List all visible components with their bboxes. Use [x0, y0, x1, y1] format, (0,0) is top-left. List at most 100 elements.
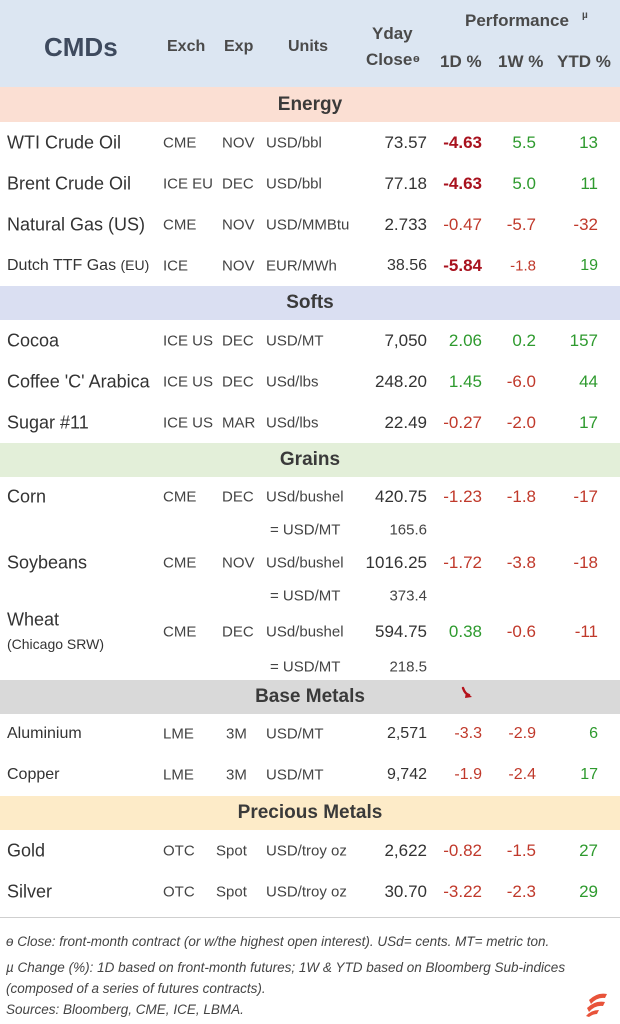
commodity-name: Gold	[7, 840, 46, 861]
table-row: Aluminium LME 3M USD/MT 2,571 -3.3 -2.9 …	[0, 714, 620, 754]
exchange: ICE US	[163, 373, 214, 391]
table-row: Gold OTC Spot USD/troy oz 2,622 -0.82 -1…	[0, 831, 620, 871]
exchange: CME	[163, 134, 197, 152]
change-1w: -0.6	[506, 622, 536, 641]
change-1w: -6.0	[506, 372, 536, 391]
table-row: WTI Crude Oil CME NOV USD/bbl 73.57 -4.6…	[0, 123, 620, 163]
change-1w: -2.0	[506, 413, 536, 432]
change-ytd: 17	[580, 766, 598, 783]
close-footnote-mark: ɵ	[413, 53, 420, 65]
change-ytd: 29	[579, 882, 598, 901]
conversion-label: = USD/MT	[270, 658, 341, 676]
change-1d: -5.84	[443, 256, 482, 275]
commodity-name: Dutch TTF Gas (EU)	[7, 257, 149, 275]
footnote-close: ɵ Close: front-month contract (or w/the …	[6, 934, 550, 949]
commodity-name: Aluminium	[7, 725, 82, 742]
change-1d: -3.3	[454, 725, 482, 742]
table-row: Dutch TTF Gas (EU) ICE NOV EUR/MWh 38.56…	[0, 246, 620, 286]
change-1w: -3.8	[506, 553, 536, 572]
change-ytd: 19	[580, 257, 598, 274]
change-ytd: 27	[579, 841, 598, 860]
expiry: DEC	[222, 332, 254, 350]
units: USD/troy oz	[266, 842, 347, 860]
commodity-name: Brent Crude Oil	[7, 173, 132, 194]
exchange: CME	[163, 488, 197, 506]
units: EUR/MWh	[266, 257, 337, 275]
yday-close: 594.75	[375, 622, 427, 641]
conversion-label: = USD/MT	[270, 587, 341, 605]
change-1w: -5.7	[506, 215, 536, 234]
col-header-yday: Yday	[372, 24, 413, 43]
change-1d: -0.27	[443, 413, 482, 432]
change-ytd: 44	[579, 372, 598, 391]
expiry: NOV	[222, 216, 255, 234]
col-header-exp: Exp	[224, 38, 254, 55]
col-header-close: Close	[366, 50, 413, 69]
expiry: DEC	[222, 373, 254, 391]
conversion-row: = USD/MT 218.5	[0, 653, 620, 681]
yday-close: 77.18	[384, 174, 427, 193]
col-header-exch: Exch	[167, 38, 206, 55]
expiry: MAR	[222, 414, 256, 432]
commodity-name: Copper	[7, 766, 60, 783]
yday-close: 7,050	[384, 331, 427, 350]
table-row: Wheat (Chicago SRW) CME DEC USd/bushel 5…	[0, 610, 620, 654]
commodity-name-main: Dutch TTF Gas	[7, 257, 117, 274]
col-header-performance: Performance	[465, 11, 569, 30]
conversion-label: = USD/MT	[270, 521, 341, 539]
change-ytd: 157	[569, 331, 598, 350]
commodity-name: Coffee 'C' Arabica	[7, 371, 150, 392]
expiry: NOV	[222, 257, 255, 275]
exchange: OTC	[163, 842, 195, 860]
yday-close: 2.733	[384, 215, 427, 234]
change-1d: -3.22	[443, 882, 482, 901]
expiry: NOV	[222, 134, 255, 152]
table-row: Sugar #11 ICE US MAR USd/lbs 22.49 -0.27…	[0, 403, 620, 443]
units: USD/bbl	[266, 175, 322, 193]
footnote-sources: Sources: Bloomberg, CME, ICE, LBMA.	[6, 1002, 244, 1017]
change-1w: -1.5	[506, 841, 536, 860]
change-ytd: -18	[573, 553, 598, 572]
exchange: LME	[163, 725, 194, 743]
units: USd/lbs	[266, 414, 319, 432]
commodity-name: Wheat	[7, 609, 60, 630]
exchange: ICE EU	[163, 175, 214, 193]
change-1w: -2.4	[508, 766, 536, 783]
conversion-row: = USD/MT 373.4	[0, 582, 620, 610]
units: USd/bushel	[266, 623, 344, 641]
units: USD/MMBtu	[266, 216, 350, 234]
change-ytd: -17	[573, 487, 598, 506]
change-1d: -4.63	[443, 133, 482, 152]
table-header: CMDs Exch Exp Units Yday Close ɵ Perform…	[0, 0, 620, 87]
change-1w: -2.9	[508, 725, 536, 742]
yday-close: 22.49	[384, 413, 427, 432]
table-row: Brent Crude Oil ICE EU DEC USD/bbl 77.18…	[0, 164, 620, 204]
table-row: Natural Gas (US) CME NOV USD/MMBtu 2.733…	[0, 205, 620, 245]
change-ytd: 13	[579, 133, 598, 152]
units: USD/troy oz	[266, 883, 347, 901]
expiry: 3M	[226, 725, 247, 743]
yday-close: 420.75	[375, 487, 427, 506]
commodity-name-suffix: (EU)	[120, 257, 150, 273]
expiry: DEC	[222, 175, 254, 193]
yday-close: 248.20	[375, 372, 427, 391]
expiry: Spot	[216, 842, 247, 860]
section-base-metals: Base Metals	[0, 680, 620, 714]
curved-down-arrow-icon	[461, 686, 472, 698]
change-1w: 5.0	[512, 174, 536, 193]
change-1d: -0.82	[443, 841, 482, 860]
commodity-name: WTI Crude Oil	[7, 132, 122, 153]
col-header-units: Units	[288, 38, 328, 55]
change-1d: -1.23	[443, 487, 482, 506]
table-row: Silver OTC Spot USD/troy oz 30.70 -3.22 …	[0, 872, 620, 912]
units: USd/bushel	[266, 554, 344, 572]
section-grains: Grains	[0, 443, 620, 477]
change-1d: 0.38	[448, 622, 482, 641]
change-1d: 1.45	[448, 372, 482, 391]
change-1w: -1.8	[510, 257, 536, 275]
col-header-1w: 1W %	[498, 52, 544, 71]
exchange: OTC	[163, 883, 195, 901]
units: USD/MT	[266, 332, 324, 350]
yday-close: 9,742	[386, 766, 427, 783]
conversion-value: 218.5	[389, 658, 427, 676]
